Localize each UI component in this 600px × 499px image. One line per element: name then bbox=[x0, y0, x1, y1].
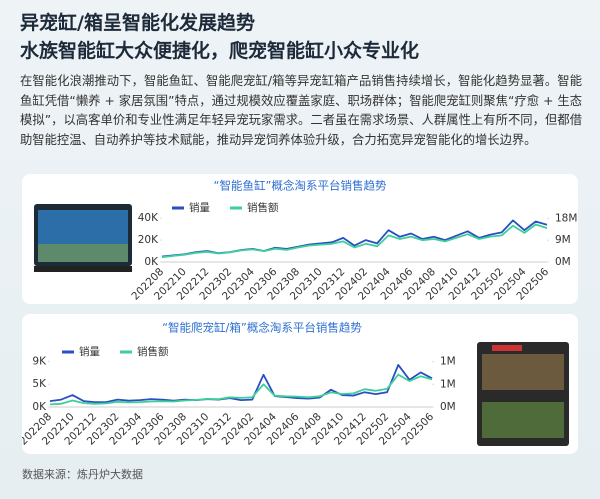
legend-label: 销量 bbox=[189, 201, 210, 214]
series-line bbox=[49, 364, 433, 403]
y-tick-label: 0K bbox=[32, 401, 47, 413]
chart-title: “智能爬宠缸/箱”概念淘系平台销售趋势 bbox=[162, 321, 362, 335]
legend-label: 销量 bbox=[79, 345, 100, 358]
legend-label: 销售额 bbox=[137, 345, 169, 358]
y2-tick-label: 9M bbox=[555, 234, 571, 246]
y-tick-label: 20K bbox=[138, 234, 159, 246]
y-tick-label: 9K bbox=[32, 355, 47, 367]
series-line bbox=[49, 373, 433, 406]
series-line bbox=[161, 223, 548, 259]
legend-label: 销售额 bbox=[247, 201, 279, 214]
y2-tick-label: 1M bbox=[440, 356, 456, 368]
y2-tick-label: 18M bbox=[555, 212, 577, 224]
chart: “智能爬宠缸/箱”概念淘系平台销售趋势0K5K9K0M1M1M202208202… bbox=[22, 314, 578, 454]
body-text: 在智能化浪潮推动下，智能鱼缸、智能爬宠缸/箱等异宠缸箱产品销售持续增长，智能化趋… bbox=[20, 74, 582, 147]
terrarium-image bbox=[477, 342, 569, 446]
series-line bbox=[161, 219, 548, 258]
y2-tick-label: 0M bbox=[440, 401, 456, 413]
chart: “智能鱼缸”概念淘系平台销售趋势0K20K40K0M9M18M202208202… bbox=[22, 174, 578, 304]
y-tick-label: 0K bbox=[144, 256, 159, 268]
aquarium-image bbox=[34, 204, 132, 272]
title-line: 异宠缸/箱呈智能化发展趋势 bbox=[20, 12, 255, 34]
y2-tick-label: 0M bbox=[555, 256, 571, 268]
y2-tick-label: 1M bbox=[440, 378, 456, 390]
title-line: 水族智能缸大众便捷化，爬宠智能缸小众专业化 bbox=[20, 40, 420, 62]
y-tick-label: 5K bbox=[32, 378, 47, 390]
source: 数据来源：炼丹炉大数据 bbox=[22, 468, 143, 481]
chart-title: “智能鱼缸”概念淘系平台销售趋势 bbox=[214, 179, 387, 193]
y-tick-label: 40K bbox=[138, 212, 159, 224]
